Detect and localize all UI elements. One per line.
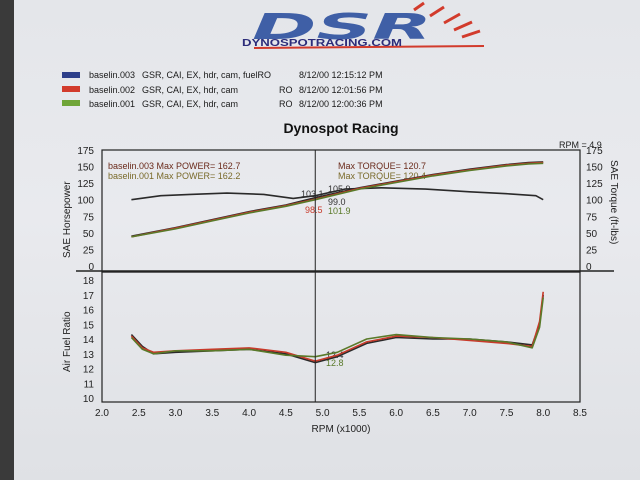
hp-tick-label: 75 (83, 212, 95, 223)
legend-run-desc: GSR, CAI, EX, hdr, cam, fuelRO (142, 70, 271, 80)
legend-run-name: baselin.001 (89, 99, 135, 109)
top-cursor-values: 103.1 105.9 99.0 98.5 101.9 (301, 184, 351, 216)
dsr-logo: DSR DYNOSPOTRACING.COM (242, 1, 485, 49)
afr-tick-label: 15 (83, 320, 95, 331)
torque-tick-label: 100 (586, 196, 603, 207)
afr-tick-label: 14 (83, 335, 95, 346)
hp-tick-label: 175 (77, 146, 94, 157)
torque-tick-label: 25 (586, 245, 598, 256)
power-torque-series (131, 161, 544, 238)
rpm-tick-label: 7.0 (463, 408, 477, 419)
legend-run-name: baselin.002 (89, 85, 135, 95)
torque-axis-label: SAE Torque (ft-lbs) (608, 160, 619, 244)
hp-tick-label: 25 (83, 245, 95, 256)
cursor-value: 98.5 (305, 205, 323, 215)
logo-mark: DSR (252, 7, 432, 48)
legend-run-date: 8/12/00 12:01:56 PM (299, 85, 383, 95)
rpm-axis-label: RPM (x1000) (312, 424, 371, 435)
torque-tick-label: 0 (586, 262, 592, 273)
afr-tick-label: 17 (83, 291, 95, 302)
logo-url: DYNOSPOTRACING.COM (242, 38, 402, 49)
rpm-tick-label: 2.5 (132, 408, 146, 419)
rpm-tick-label: 8.5 (573, 408, 587, 419)
cursor-value: 103.1 (301, 189, 324, 199)
dyno-chart: DSR DYNOSPOTRACING.COM baselin.003 GSR, … (62, 1, 619, 435)
power-series-line (131, 162, 544, 238)
cursor-value: 12.8 (326, 358, 344, 368)
afr-tick-label: 16 (83, 306, 95, 317)
legend-swatch (62, 72, 80, 78)
hp-axis-label: SAE Horsepower (62, 181, 73, 258)
rpm-tick-label: 8.0 (536, 408, 550, 419)
rpm-tick-label: 7.5 (500, 408, 514, 419)
max-power-label: baselin.001 Max POWER= 162.2 (108, 171, 240, 181)
rpm-tick-label: 6.5 (426, 408, 440, 419)
max-torque-label: Max TORQUE= 120.4 (338, 171, 426, 181)
rpm-tick-label: 3.0 (169, 408, 183, 419)
legend-run-desc: GSR, CAI, EX, hdr, cam (142, 99, 238, 109)
rpm-tick-labels: 2.0 2.5 3.0 3.5 4.0 4.5 5.0 5.5 6.0 6.5 7.0 7.5 8.0 8… (95, 408, 587, 419)
rpm-tick-label: 4.5 (279, 408, 293, 419)
afr-axis-label: Air Fuel Ratio (62, 311, 73, 372)
rpm-tick-label: 2.0 (95, 408, 109, 419)
bottom-panel-frame (101, 271, 581, 403)
torque-series-line (131, 187, 544, 201)
run-legend: baselin.003 GSR, CAI, EX, hdr, cam, fuel… (62, 70, 383, 109)
dyno-sheet: DSR DYNOSPOTRACING.COM baselin.003 GSR, … (14, 0, 640, 480)
rpm-tick-label: 5.5 (352, 408, 366, 419)
afr-series (130, 291, 544, 364)
afr-tick-label: 12 (83, 365, 95, 376)
hp-tick-label: 125 (77, 179, 94, 190)
chart-title: Dynospot Racing (283, 120, 398, 136)
torque-tick-label: 150 (586, 163, 603, 174)
hp-tick-labels: 175 150 125 100 75 50 25 0 (77, 146, 94, 273)
legend-run-mode: RO (279, 99, 293, 109)
afr-tick-labels: 18 17 16 15 14 13 12 11 10 (83, 276, 95, 405)
max-power-label: baselin.003 Max POWER= 162.7 (108, 161, 240, 171)
torque-tick-label: 125 (586, 179, 603, 190)
afr-tick-label: 10 (83, 394, 95, 405)
legend-run-name: baselin.003 (89, 70, 135, 80)
legend-row: baselin.003 GSR, CAI, EX, hdr, cam, fuel… (62, 70, 383, 80)
legend-swatch (62, 86, 80, 92)
cursor-value: 12.4 (326, 350, 344, 360)
power-labels: baselin.003 Max POWER= 162.7 baselin.001… (108, 161, 240, 181)
cursor-value: 101.9 (328, 206, 351, 216)
legend-run-desc: GSR, CAI, EX, hdr, cam (142, 85, 238, 95)
legend-run-mode: RO (279, 85, 293, 95)
rpm-tick-label: 5.0 (316, 408, 330, 419)
hp-tick-label: 150 (77, 163, 94, 174)
rpm-tick-label: 4.0 (242, 408, 256, 419)
legend-swatch (62, 100, 80, 106)
torque-tick-label: 175 (586, 146, 603, 157)
legend-row: baselin.001 GSR, CAI, EX, hdr, cam RO 8/… (62, 99, 383, 109)
legend-row: baselin.002 GSR, CAI, EX, hdr, cam RO 8/… (62, 85, 383, 95)
torque-tick-label: 75 (586, 212, 598, 223)
afr-series-line (130, 297, 544, 358)
rpm-tick-label: 6.0 (389, 408, 403, 419)
afr-tick-label: 18 (83, 276, 95, 287)
max-torque-label: Max TORQUE= 120.7 (338, 161, 426, 171)
hp-tick-label: 100 (77, 196, 94, 207)
torque-labels: Max TORQUE= 120.7 Max TORQUE= 120.4 (338, 161, 426, 181)
torque-tick-labels: 175 150 125 100 75 50 25 0 (586, 146, 603, 273)
afr-series-line (130, 294, 544, 364)
hp-tick-label: 50 (83, 229, 95, 240)
legend-run-date: 8/12/00 12:00:36 PM (299, 99, 383, 109)
torque-tick-label: 50 (586, 229, 598, 240)
afr-tick-label: 13 (83, 350, 95, 361)
bottom-cursor-values: 12.4 12.8 (326, 350, 344, 368)
rpm-tick-label: 3.5 (205, 408, 219, 419)
cursor-value: 99.0 (328, 197, 346, 207)
afr-tick-label: 11 (84, 379, 95, 390)
cursor-value: 105.9 (328, 184, 351, 194)
logo-speed-lines-icon (253, 1, 485, 49)
legend-run-date: 8/12/00 12:15:12 PM (299, 70, 383, 80)
rpm-cursor-readout: RPM = 4.9 (559, 140, 602, 150)
hp-tick-label: 0 (88, 262, 94, 273)
